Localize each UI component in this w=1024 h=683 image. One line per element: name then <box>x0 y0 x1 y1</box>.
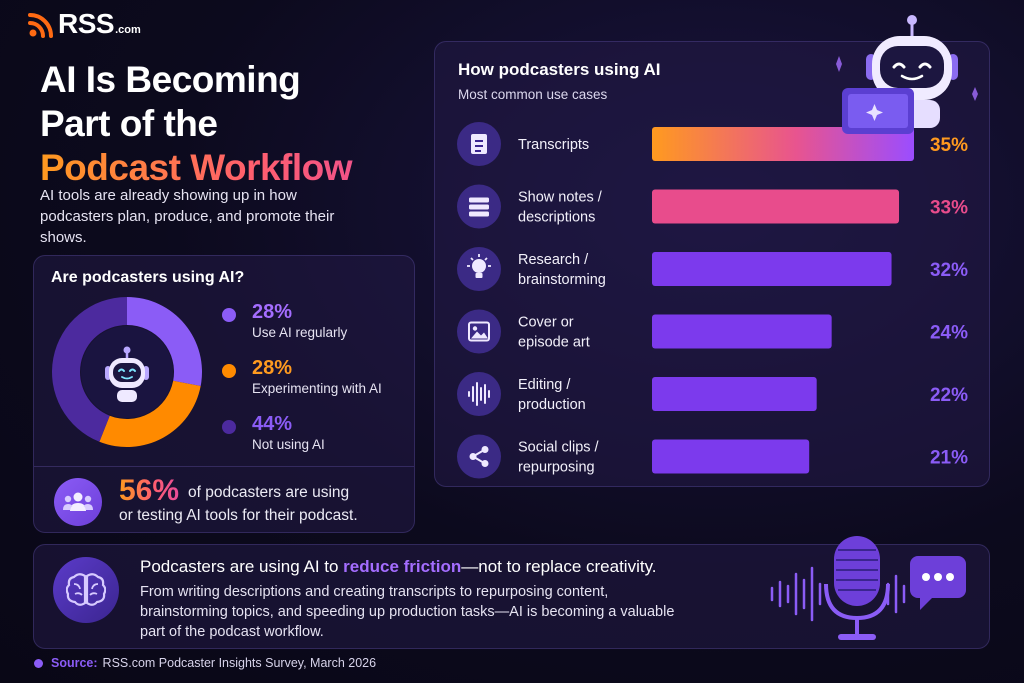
bar-row-3: Cover or episode art 24% <box>457 309 968 354</box>
bar-category-label-0: Transcripts <box>518 137 589 153</box>
bar-3 <box>652 314 832 349</box>
bar-value-label-0: 35% <box>930 135 968 156</box>
donut-title: Are podcasters using AI? <box>51 269 245 286</box>
rss-icon <box>28 13 53 38</box>
summary-lead: Podcasters are using AI to reduce fricti… <box>140 557 657 577</box>
legend-value-regular: 28% <box>252 301 293 323</box>
bar-row-0: Transcripts 35% <box>457 122 968 166</box>
headline-line-2: Part of the <box>40 103 218 144</box>
bar-value-label-2: 32% <box>930 260 968 281</box>
share-icon <box>469 446 489 467</box>
bar-icon-bg-3 <box>457 309 501 354</box>
summary-panel <box>33 544 990 649</box>
robot-laptop-illustration <box>836 15 978 134</box>
source-bullet <box>34 658 43 668</box>
legend-dot-experimenting <box>222 364 236 378</box>
bar-icon-bg-4 <box>457 372 501 416</box>
bar-chart: Transcripts 35% Show notes / descriptions 33… <box>457 122 968 479</box>
bar-chart-subtitle: Most common use cases <box>458 87 608 102</box>
bar-row-4: Editing / production 22% <box>457 372 968 416</box>
legend-label-experimenting: Experimenting with AI <box>252 381 382 396</box>
microphone-illustration <box>770 536 966 640</box>
source-text: RSS.com Podcaster Insights Survey, March… <box>102 656 377 670</box>
brand-name: RSS <box>58 8 115 39</box>
bar-5 <box>652 439 810 474</box>
brand-suffix: .com <box>115 24 141 36</box>
donut-slice-2 <box>52 297 127 442</box>
document-icon <box>471 134 487 154</box>
bar-value-label-1: 33% <box>930 198 968 219</box>
bar-row-1: Show notes / descriptions 33% <box>457 184 968 229</box>
bar-0 <box>652 127 914 161</box>
donut-slice-0 <box>127 297 202 387</box>
legend-dot-not-using <box>222 420 236 434</box>
brain-icon <box>53 557 119 623</box>
list-icon <box>469 197 489 217</box>
stat-text-2: or testing AI tools for their podcast. <box>119 507 358 524</box>
bar-category-label-3: Cover or episode art <box>518 315 590 351</box>
bar-chart-title: How podcasters using AI <box>458 60 661 79</box>
stat-text-1: of podcasters are using <box>188 484 350 501</box>
legend-label-regular: Use AI regularly <box>252 325 348 340</box>
bar-row-5: Social clips / repurposing 21% <box>457 434 968 479</box>
stat-divider <box>34 466 414 467</box>
bar-value-label-4: 22% <box>930 385 968 406</box>
summary-lead-end: —not to replace creativity. <box>461 557 657 576</box>
source-label: Source: <box>51 656 98 670</box>
headline: AI Is Becoming Part of the Podcast Workf… <box>40 58 420 190</box>
donut-slice-1 <box>99 380 201 447</box>
people-icon <box>54 478 102 526</box>
bar-category-label-4: Editing / production <box>518 377 586 413</box>
headline-line-1: AI Is Becoming <box>40 59 301 100</box>
bar-1 <box>652 189 900 224</box>
summary-body: From writing descriptions and creating t… <box>140 584 675 640</box>
intro-text: AI tools are already showing up in how p… <box>40 187 335 246</box>
headline-line-3: Podcast Workflow <box>40 146 420 190</box>
bar-row-2: Research / brainstorming 32% <box>457 247 968 291</box>
source-note: Source: RSS.com Podcaster Insights Surve… <box>34 656 376 670</box>
bar-category-label-1: Show notes / descriptions <box>518 190 603 226</box>
bar-category-label-5: Social clips / repurposing <box>518 440 600 476</box>
bar-icon-bg-5 <box>457 434 501 479</box>
bar-2 <box>652 252 892 286</box>
image-icon <box>468 321 490 342</box>
stat-value: 56% <box>119 474 180 507</box>
lightbulb-icon <box>467 254 491 278</box>
legend-value-experimenting: 28% <box>252 357 293 379</box>
bar-value-label-3: 24% <box>930 323 968 344</box>
summary-lead-start: Podcasters are using AI to <box>140 557 344 576</box>
bar-value-label-5: 21% <box>930 448 968 469</box>
legend-value-not-using: 44% <box>252 413 293 435</box>
summary-lead-highlight: reduce friction <box>343 557 462 576</box>
legend-label-not-using: Not using AI <box>252 437 325 452</box>
donut-chart <box>52 297 202 447</box>
bar-4 <box>652 377 817 411</box>
legend-dot-regular <box>222 308 236 322</box>
waveform-icon <box>468 382 490 406</box>
robot-icon <box>105 346 149 402</box>
bar-category-label-2: Research / brainstorming <box>518 252 606 288</box>
brand-logo: RSS .com <box>28 10 141 38</box>
